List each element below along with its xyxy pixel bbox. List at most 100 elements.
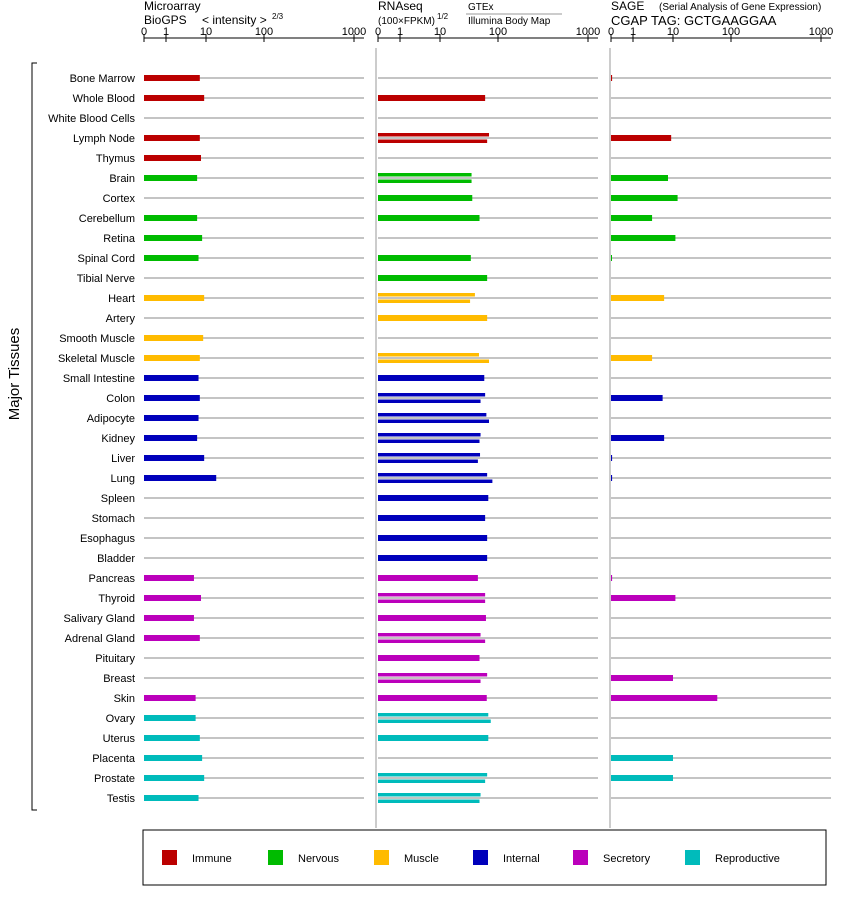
bar bbox=[611, 595, 676, 601]
bar bbox=[144, 455, 205, 461]
bar bbox=[378, 575, 478, 581]
bar bbox=[144, 575, 194, 581]
bar bbox=[378, 473, 488, 477]
bar bbox=[378, 359, 490, 363]
bar bbox=[144, 135, 200, 141]
tissue-label: Pituitary bbox=[95, 653, 135, 665]
tissue-label: Retina bbox=[103, 233, 136, 245]
bar bbox=[378, 495, 489, 501]
bar bbox=[144, 595, 202, 601]
bar bbox=[378, 419, 490, 423]
bar bbox=[144, 475, 217, 481]
tissue-label: Placenta bbox=[92, 753, 136, 765]
tissue-label: Thymus bbox=[96, 153, 136, 165]
tissue-label: Salivary Gland bbox=[63, 613, 135, 625]
panel-title-microarray: Microarray bbox=[144, 0, 201, 13]
bar bbox=[144, 155, 202, 161]
tissue-label: Ovary bbox=[106, 713, 136, 725]
bar bbox=[378, 779, 486, 783]
bar bbox=[378, 655, 480, 661]
tissue-label: Uterus bbox=[103, 733, 136, 745]
tissue-label: Spinal Cord bbox=[78, 253, 135, 265]
bar bbox=[144, 375, 199, 381]
bar bbox=[378, 375, 485, 381]
bar bbox=[144, 355, 200, 361]
bar bbox=[378, 695, 487, 701]
tissue-label: Thyroid bbox=[98, 593, 135, 605]
bar bbox=[378, 95, 486, 101]
bar bbox=[378, 459, 478, 463]
tissue-label: Heart bbox=[108, 293, 135, 305]
tissue-label: Adrenal Gland bbox=[65, 633, 135, 645]
tissue-label: Bone Marrow bbox=[70, 73, 135, 85]
bar bbox=[144, 695, 196, 701]
tissue-label: Tibial Nerve bbox=[77, 273, 135, 285]
bar bbox=[144, 95, 205, 101]
bar bbox=[378, 299, 471, 303]
bar bbox=[144, 775, 205, 781]
bar bbox=[611, 295, 665, 301]
bar bbox=[144, 175, 198, 181]
bar bbox=[611, 175, 669, 181]
tissue-label: Liver bbox=[111, 453, 135, 465]
bar bbox=[378, 793, 481, 797]
bar bbox=[144, 415, 199, 421]
y-axis-label: Major Tissues bbox=[6, 328, 23, 421]
bar bbox=[378, 439, 480, 443]
bar bbox=[144, 635, 200, 641]
panel-scale-label-rnaseq: (100×FPKM) bbox=[378, 16, 435, 27]
legend-swatch bbox=[268, 850, 283, 865]
legend-swatch bbox=[162, 850, 177, 865]
tissue-label: Brain bbox=[109, 173, 135, 185]
bar bbox=[144, 295, 205, 301]
tissue-label: Small Intestine bbox=[63, 373, 135, 385]
x-tick-label: 1 bbox=[397, 26, 403, 38]
panel-scale-label-microarray: < intensity > bbox=[202, 13, 267, 27]
bar bbox=[611, 235, 676, 241]
bar bbox=[611, 575, 613, 581]
x-tick-label: 0 bbox=[141, 26, 147, 38]
bar bbox=[611, 675, 673, 681]
bar bbox=[378, 633, 481, 637]
x-tick-label: 1 bbox=[163, 26, 169, 38]
bar bbox=[144, 615, 194, 621]
bar bbox=[378, 195, 473, 201]
panel-source-gtex: GTEx bbox=[468, 2, 494, 13]
bar bbox=[378, 413, 487, 417]
bar bbox=[144, 235, 203, 241]
x-tick-label: 10 bbox=[200, 26, 212, 38]
legend-swatch bbox=[374, 850, 389, 865]
bar bbox=[378, 255, 471, 261]
legend-label: Internal bbox=[503, 853, 540, 865]
x-tick-label: 1 bbox=[630, 26, 636, 38]
x-tick-label: 100 bbox=[489, 26, 507, 38]
bar bbox=[378, 773, 488, 777]
bar bbox=[611, 395, 663, 401]
bar bbox=[378, 713, 489, 717]
bar bbox=[378, 353, 479, 357]
tissue-label: Prostate bbox=[94, 773, 135, 785]
bar bbox=[378, 799, 480, 803]
tissue-label: Cortex bbox=[103, 193, 136, 205]
panel-scale-exp-rnaseq: 1/2 bbox=[437, 12, 449, 21]
bar bbox=[144, 75, 200, 81]
bar bbox=[378, 673, 488, 677]
bar bbox=[378, 179, 472, 183]
bar bbox=[144, 395, 200, 401]
bar bbox=[378, 315, 488, 321]
tissue-label: Kidney bbox=[101, 433, 135, 445]
bar bbox=[611, 355, 653, 361]
x-tick-label: 10 bbox=[667, 26, 679, 38]
tissue-label: Colon bbox=[106, 393, 135, 405]
bar bbox=[611, 455, 613, 461]
bar bbox=[378, 275, 488, 281]
bar bbox=[378, 615, 486, 621]
bar bbox=[144, 795, 199, 801]
bar bbox=[378, 599, 486, 603]
x-tick-label: 100 bbox=[255, 26, 273, 38]
bar bbox=[378, 593, 486, 597]
x-tick-label: 1000 bbox=[342, 26, 366, 38]
bar bbox=[611, 135, 672, 141]
x-tick-label: 0 bbox=[608, 26, 614, 38]
